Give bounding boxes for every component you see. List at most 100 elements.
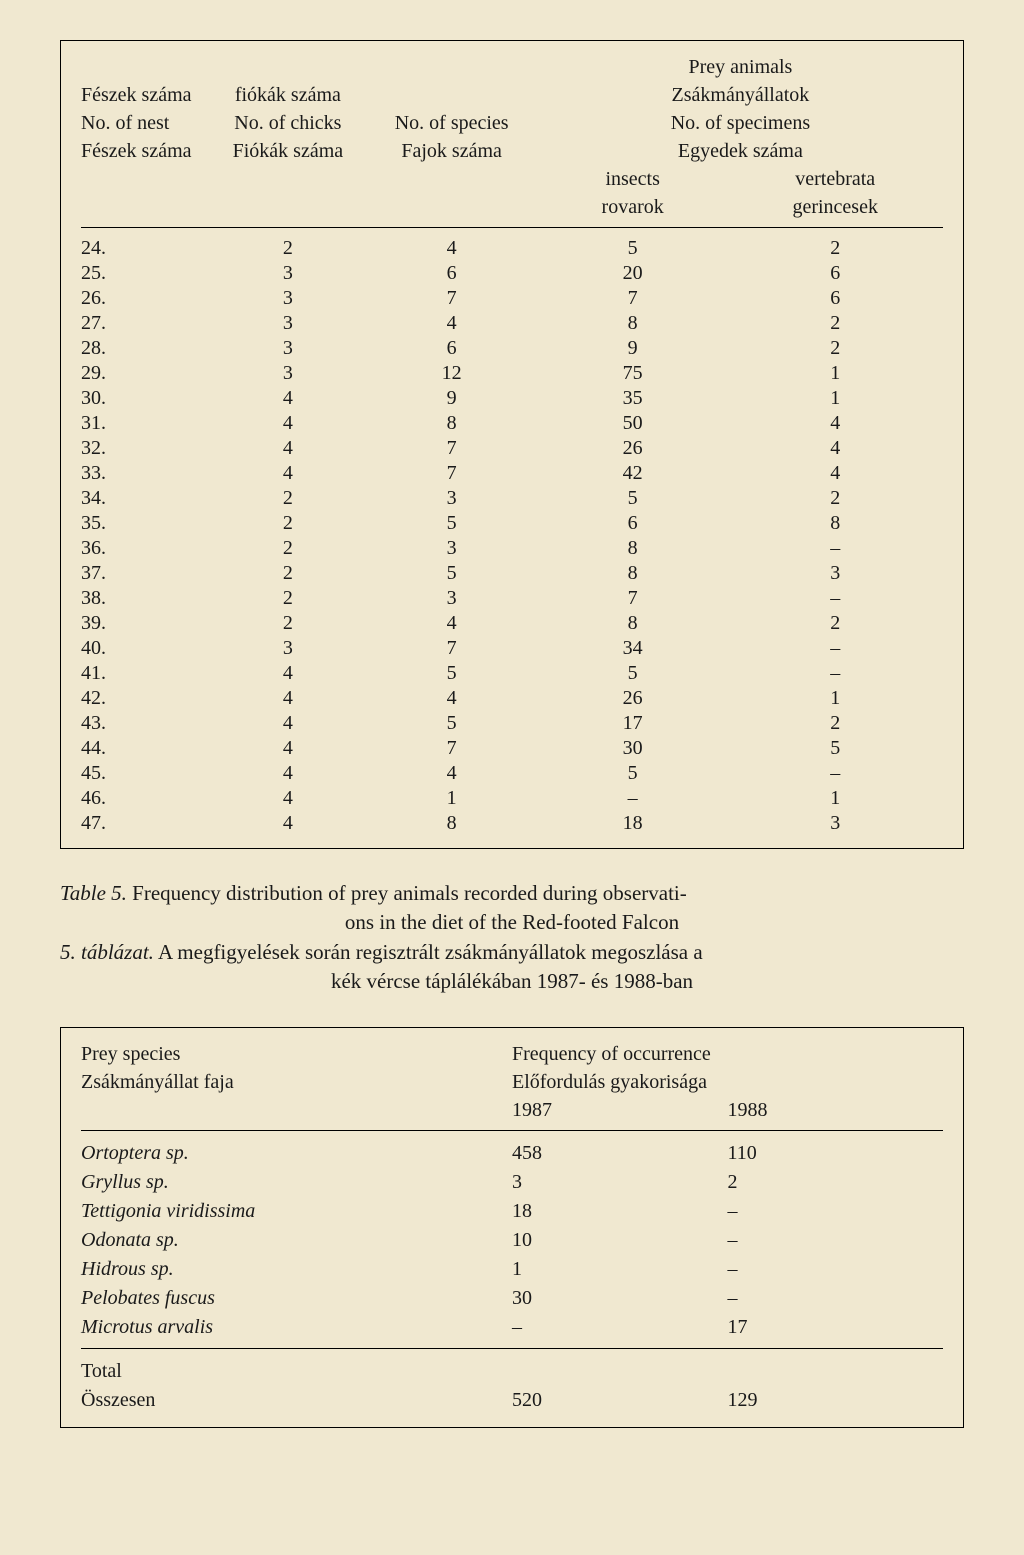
table-row: 44.47305	[81, 736, 943, 761]
table1-header: Prey animals Fészek száma fiókák száma Z…	[81, 53, 943, 228]
table-cell: 8	[727, 511, 943, 536]
col4-h4: insects	[538, 165, 728, 193]
species-name: Gryllus sp.	[81, 1168, 512, 1197]
table-cell: 8	[538, 611, 728, 636]
table-cell: 5	[365, 661, 537, 686]
table2-body: Ortoptera sp.458110Gryllus sp.32Tettigon…	[81, 1139, 943, 1342]
table-cell: –	[727, 586, 943, 611]
table-cell: 27.	[81, 311, 210, 336]
table-cell: 4	[210, 786, 365, 811]
table-cell: –	[727, 661, 943, 686]
table-cell: 4	[365, 686, 537, 711]
table-cell: 31.	[81, 411, 210, 436]
table-cell: 7	[365, 636, 537, 661]
table-cell: 3	[210, 261, 365, 286]
table-cell: 5	[538, 761, 728, 786]
table-row: 34.2352	[81, 486, 943, 511]
table-cell: –	[727, 636, 943, 661]
table-cell: 3	[365, 536, 537, 561]
total-hu: Összesen	[81, 1386, 512, 1415]
table-cell: 4	[365, 761, 537, 786]
table-row: 38.237–	[81, 586, 943, 611]
total-row: Total	[81, 1357, 943, 1386]
table-cell: 5	[538, 486, 728, 511]
table-cell: –	[538, 786, 728, 811]
table-cell: 3	[210, 286, 365, 311]
table-caption: Table 5. Frequency distribution of prey …	[60, 879, 964, 997]
col1-h2: No. of nest	[81, 109, 210, 137]
table-cell: 35.	[81, 511, 210, 536]
table-cell: 3	[727, 811, 943, 836]
table-cell: 7	[365, 461, 537, 486]
table-row: 42.44261	[81, 686, 943, 711]
table-cell: 5	[538, 661, 728, 686]
table-cell: –	[727, 536, 943, 561]
table-cell: 29.	[81, 361, 210, 386]
table-cell: 4	[210, 661, 365, 686]
table-cell: 6	[727, 261, 943, 286]
freq-header-hu: Előfordulás gyakorisága	[512, 1068, 943, 1096]
table-cell: 7	[538, 286, 728, 311]
table-row: 37.2583	[81, 561, 943, 586]
table-cell: 1	[727, 686, 943, 711]
species-name: Tettigonia viridissima	[81, 1197, 512, 1226]
species-row: Microtus arvalis–17	[81, 1313, 943, 1342]
table-cell: 33.	[81, 461, 210, 486]
table-row: 33.47424	[81, 461, 943, 486]
table-cell: 4	[210, 386, 365, 411]
table-cell: 4	[210, 811, 365, 836]
table-cell: 39.	[81, 611, 210, 636]
table-row: 41.455–	[81, 661, 943, 686]
table2-header: Prey species Frequency of occurrence Zsá…	[81, 1040, 943, 1131]
table-cell: 3	[365, 486, 537, 511]
col4-h5: rovarok	[538, 193, 728, 221]
species-row: Tettigonia viridissima18–	[81, 1197, 943, 1226]
table-cell: 75	[538, 361, 728, 386]
total-1987: 520	[512, 1386, 728, 1415]
col3-h2: No. of species	[365, 109, 537, 137]
table-cell: 8	[365, 811, 537, 836]
table-cell: 4	[727, 411, 943, 436]
table-cell: 4	[727, 436, 943, 461]
table-cell: 20	[538, 261, 728, 286]
table-cell: 6	[727, 286, 943, 311]
table-cell: 5	[727, 736, 943, 761]
table-cell: 2	[727, 336, 943, 361]
table-cell: 4	[365, 236, 537, 261]
table-cell: 2	[727, 711, 943, 736]
table-cell: 3	[210, 311, 365, 336]
table-cell: 4	[210, 461, 365, 486]
table-cell: 2	[210, 486, 365, 511]
table-cell: 5	[365, 511, 537, 536]
table-cell: 3	[210, 336, 365, 361]
table-cell: 3	[365, 586, 537, 611]
table-cell: 34	[538, 636, 728, 661]
table-cell: 3	[210, 636, 365, 661]
value-1987: –	[512, 1313, 728, 1342]
table-cell: 36.	[81, 536, 210, 561]
table-cell: 4	[210, 411, 365, 436]
species-name: Hidrous sp.	[81, 1255, 512, 1284]
table-row: 32.47264	[81, 436, 943, 461]
table-row: 28.3692	[81, 336, 943, 361]
col5-h4: vertebrata	[727, 165, 943, 193]
table-cell: 6	[538, 511, 728, 536]
freq-header-en: Frequency of occurrence	[512, 1040, 943, 1068]
table-cell: 1	[727, 786, 943, 811]
table-cell: 2	[727, 611, 943, 636]
table-cell: 47.	[81, 811, 210, 836]
table-cell: 32.	[81, 436, 210, 461]
table-cell: 12	[365, 361, 537, 386]
col5-h5: gerincesek	[727, 193, 943, 221]
caption-prefix3: 5. táblázat.	[60, 940, 154, 964]
table-cell: 7	[538, 586, 728, 611]
table-cell: 26	[538, 686, 728, 711]
year2-header: 1988	[728, 1096, 944, 1124]
value-1987: 458	[512, 1139, 728, 1168]
table-row: 30.49351	[81, 386, 943, 411]
table-cell: 26	[538, 436, 728, 461]
table1-body: 24.245225.3620626.377627.348228.369229.3…	[81, 236, 943, 836]
table-cell: 9	[365, 386, 537, 411]
table-cell: 2	[727, 236, 943, 261]
species-name: Pelobates fuscus	[81, 1284, 512, 1313]
